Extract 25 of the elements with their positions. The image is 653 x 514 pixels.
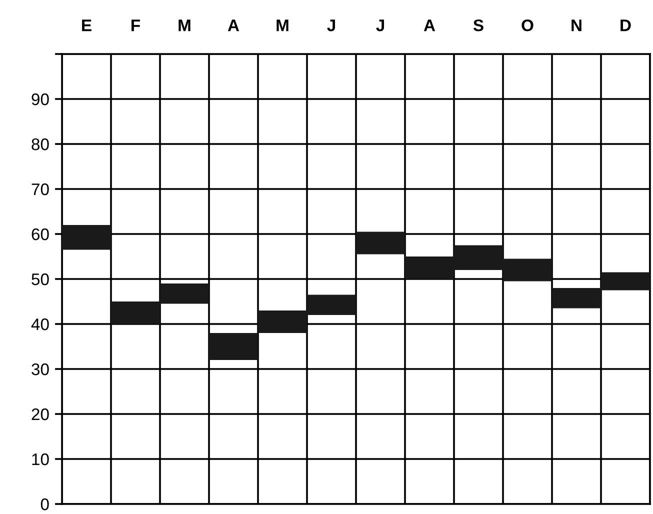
- x-tick-label: N: [572, 20, 582, 32]
- x-tick-label: M: [178, 20, 190, 32]
- y-tick-label: 30: [32, 363, 49, 376]
- y-tick-label: 40: [31, 318, 49, 330]
- x-tick-label: F: [132, 20, 140, 32]
- x-tick-label: J: [376, 20, 384, 32]
- y-tick-label: 0: [40, 498, 49, 510]
- bar: [62, 225, 111, 250]
- x-tick-label: S: [473, 19, 484, 32]
- y-tick-label: 20: [32, 408, 49, 420]
- y-tick-label: 60: [32, 228, 49, 240]
- x-tick-label: M: [276, 20, 288, 32]
- y-tick-label: 70: [32, 183, 49, 196]
- x-tick-label: A: [228, 20, 240, 32]
- x-tick-label: O: [522, 19, 534, 32]
- x-tick-label: E: [82, 20, 92, 32]
- x-tick-label: A: [424, 20, 436, 32]
- x-tick-label: J: [327, 20, 335, 32]
- bar: [209, 333, 258, 360]
- bar: [356, 232, 405, 254]
- x-tick-label: D: [620, 20, 631, 32]
- y-tick-label: 50: [32, 273, 49, 286]
- y-tick-label: 90: [32, 93, 49, 106]
- y-tick-label: 10: [32, 453, 49, 466]
- y-tick-label: 80: [32, 138, 49, 150]
